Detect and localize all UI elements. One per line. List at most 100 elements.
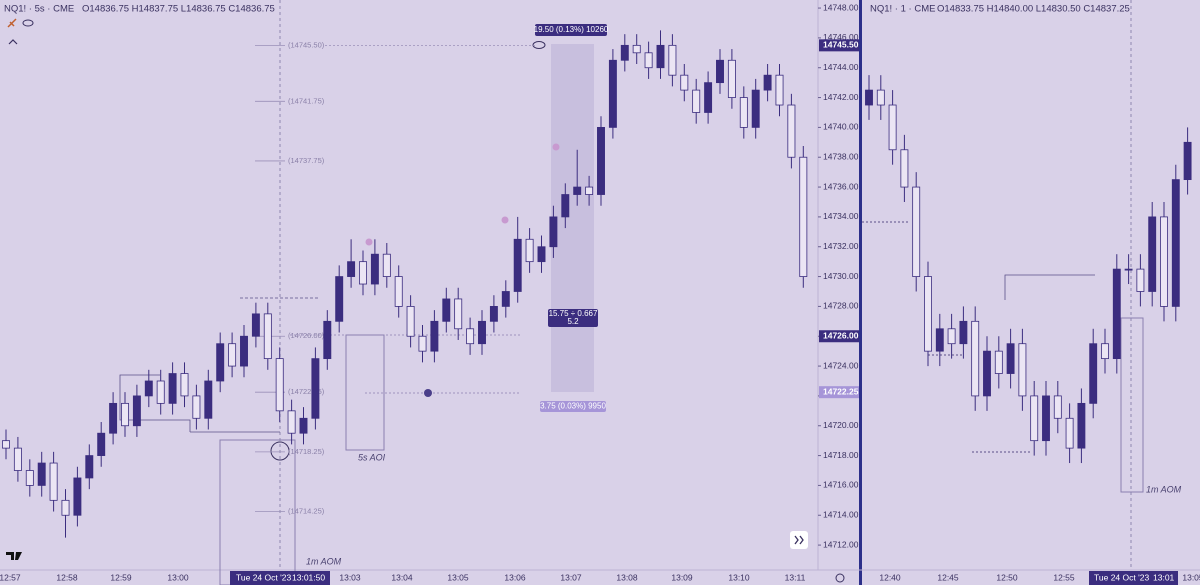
candle-body (168, 373, 177, 404)
candle-body (73, 477, 82, 516)
aom-box[interactable] (219, 439, 296, 585)
signal-dot (501, 216, 509, 224)
candle-body (608, 59, 617, 128)
candle-body (727, 59, 736, 98)
scroll-button[interactable] (790, 531, 808, 549)
candle-body (1053, 395, 1062, 419)
crosshair-time: 13:01:50 (292, 572, 325, 582)
time-label: 12:55 (1053, 572, 1075, 582)
time-label: 12:45 (937, 572, 959, 582)
candle-body (763, 74, 772, 91)
candle-body (382, 253, 391, 277)
time-label: 13:11 (785, 572, 806, 582)
candle-body (85, 455, 94, 479)
candle-body (994, 350, 1003, 374)
price-tick-label: 14730.00 (823, 271, 859, 281)
ohlc-header: O14833.75 H14840.00 L14830.50 C14837.25 (937, 4, 1130, 15)
candle-body (632, 44, 641, 54)
price-tick-label: 14742.00 (823, 92, 859, 102)
collapse-icon[interactable] (8, 39, 18, 45)
candle-body (585, 186, 594, 195)
candle-body (156, 380, 165, 404)
measure-ratio: 15.75 ÷ 0.667 (549, 309, 598, 318)
crosshair-time-box (230, 571, 330, 585)
aoi-box[interactable] (345, 334, 385, 451)
candle-body (37, 462, 46, 486)
measure-ratio-value: 5.2 (567, 317, 579, 326)
logo[interactable] (6, 552, 22, 560)
candle-body (1030, 395, 1039, 442)
candle-body (204, 380, 213, 419)
price-tick-label: 14728.00 (823, 301, 859, 311)
candle-body (668, 44, 677, 76)
crosshair-date: Tue 24 Oct '23 (236, 572, 291, 582)
candle-body (311, 358, 320, 419)
candle-body (216, 343, 225, 382)
time-label: 13:05 (447, 572, 469, 582)
price-label: 14726.00 (823, 330, 859, 340)
time-label: 13:04 (391, 572, 413, 582)
candle-body (1124, 268, 1133, 271)
fib-label: (14726.00) (288, 331, 325, 340)
candle-body (489, 306, 498, 322)
price-tick-label: 14746.00 (823, 32, 859, 42)
candle-body (644, 52, 653, 69)
candle-body (25, 470, 34, 486)
candle-body (947, 328, 956, 345)
ohlc-header: O14836.75 H14837.75 L14836.75 C14836.75 (82, 4, 275, 15)
candle-body (680, 74, 689, 91)
settings-icon[interactable] (835, 573, 845, 583)
candle-body (228, 343, 237, 367)
price-label-box (819, 330, 859, 343)
candle-body (1065, 417, 1074, 449)
candle-body (2, 440, 10, 449)
candle-body (359, 261, 367, 285)
candle-body (192, 395, 201, 419)
candle-body (240, 335, 248, 367)
aom-box[interactable] (1120, 317, 1144, 493)
cursor-circle (270, 441, 290, 461)
time-label: 12:58 (56, 572, 78, 582)
candle-body (144, 380, 153, 397)
tool-icon[interactable] (7, 18, 17, 28)
measure-label-box (540, 401, 606, 412)
measure-box[interactable] (551, 44, 594, 392)
annotation: 1m AOM (306, 556, 342, 566)
time-label: 12:57 (0, 572, 21, 582)
candle-body (1077, 402, 1086, 449)
time-label: 13:08 (616, 572, 638, 582)
time-label: 13:00 (167, 572, 189, 582)
measure-bottom: 3.75 (0.03%) 9950 (540, 402, 606, 411)
candle-body (1089, 343, 1098, 404)
fib-label: (14714.25) (288, 507, 325, 516)
visibility-icon[interactable] (22, 19, 34, 27)
candle-body (775, 74, 784, 106)
scroll-icon (794, 535, 804, 545)
candle-body (888, 104, 897, 151)
time-label: 13:06 (504, 572, 526, 582)
candle-body (13, 447, 22, 471)
candle-body (61, 499, 70, 516)
candle-body (900, 149, 909, 188)
candle-body (912, 186, 921, 277)
candle-body (109, 402, 118, 434)
measure-label-box (535, 24, 607, 36)
candle-body (751, 89, 760, 128)
candle-body (620, 44, 629, 61)
price-label-box (819, 39, 859, 52)
candle-body (739, 97, 748, 128)
candle-body (561, 194, 570, 218)
marker[interactable] (424, 389, 432, 397)
price-tick-label: 14740.00 (823, 122, 859, 132)
candle-body (537, 246, 546, 263)
candle-body (1148, 216, 1157, 292)
candle-body (1006, 343, 1015, 374)
price-tick-label: 14748.00 (823, 2, 859, 12)
price-tick-label: 14720.00 (823, 420, 859, 430)
candle-body (983, 350, 991, 397)
candle-body (549, 216, 558, 248)
candle-body (335, 276, 344, 322)
candle-body (478, 320, 486, 345)
candle-body (406, 306, 415, 337)
